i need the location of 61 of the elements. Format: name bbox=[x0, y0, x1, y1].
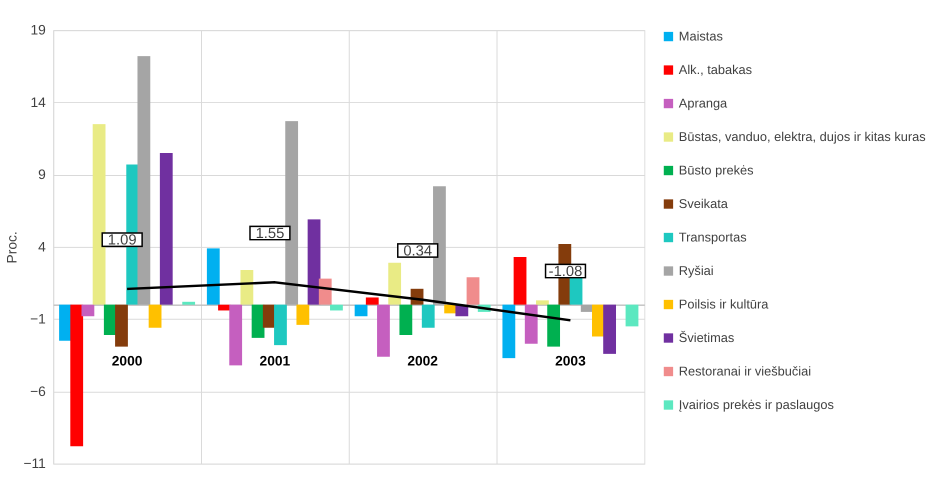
bar bbox=[547, 304, 560, 347]
bar bbox=[240, 270, 254, 305]
bar bbox=[603, 304, 616, 354]
bar bbox=[70, 304, 84, 446]
bar bbox=[366, 297, 379, 305]
y-tick-label: −6 bbox=[30, 384, 46, 399]
legend-label: Sveikata bbox=[678, 196, 729, 211]
bar bbox=[296, 304, 310, 325]
bar bbox=[252, 304, 264, 338]
bar bbox=[115, 304, 128, 347]
bar bbox=[570, 277, 582, 305]
bar bbox=[422, 304, 435, 328]
y-tick-label: 4 bbox=[38, 239, 46, 254]
legend-label: Būstas, vanduo, elektra, dujos ir kitas kuras bbox=[678, 128, 926, 144]
legend-label: Būsto prekės bbox=[678, 162, 754, 178]
bar bbox=[274, 304, 287, 346]
legend-label: Poilsis ir kultūra bbox=[678, 296, 770, 312]
bar bbox=[160, 152, 173, 305]
legend-label: Ryšiai bbox=[678, 262, 714, 278]
x-tick-label: 2003 bbox=[555, 353, 586, 368]
data-label: 1.09 bbox=[108, 232, 137, 249]
bar bbox=[514, 257, 526, 305]
bar bbox=[82, 304, 94, 316]
y-tick-label: −11 bbox=[23, 456, 46, 472]
bar bbox=[308, 219, 320, 305]
line-series bbox=[126, 281, 572, 322]
legend-label: Įvairios prekės ir paslaugos bbox=[678, 396, 834, 412]
bar bbox=[466, 277, 480, 305]
y-tick-label: −1 bbox=[30, 312, 46, 327]
data-label: 0.34 bbox=[403, 243, 432, 260]
y-tick-label: 19 bbox=[30, 22, 46, 38]
bar bbox=[536, 300, 549, 305]
bar bbox=[524, 304, 538, 344]
legend-label: Maistas bbox=[678, 28, 723, 44]
bar bbox=[206, 248, 220, 305]
x-tick-label: 2000 bbox=[112, 353, 143, 368]
bar bbox=[626, 304, 638, 326]
legend-label: Apranga bbox=[678, 95, 728, 110]
legend-label: Alk., tabakas bbox=[678, 62, 752, 77]
bar bbox=[388, 262, 402, 305]
bar bbox=[354, 304, 368, 316]
y-axis-title: Proc. bbox=[4, 231, 20, 264]
data-label: -1.08 bbox=[548, 264, 582, 280]
bar bbox=[92, 124, 106, 305]
legend-label: Transportas bbox=[678, 229, 747, 244]
bar bbox=[433, 186, 446, 305]
bar bbox=[399, 304, 412, 336]
bar bbox=[148, 304, 162, 328]
bar bbox=[502, 304, 516, 358]
y-tick-label: 9 bbox=[38, 167, 46, 182]
y-tick-label: 14 bbox=[30, 94, 46, 110]
legend-label: Švietimas bbox=[678, 330, 734, 345]
x-tick-label: 2002 bbox=[407, 353, 438, 368]
x-tick-label: 2001 bbox=[260, 353, 291, 368]
legend-label: Restoranai ir viešbučiai bbox=[678, 363, 812, 378]
bar bbox=[285, 121, 298, 305]
bar bbox=[137, 56, 150, 305]
bar bbox=[377, 304, 390, 357]
bar bbox=[229, 304, 242, 366]
data-label: 1.55 bbox=[256, 226, 284, 242]
bar bbox=[330, 304, 343, 310]
